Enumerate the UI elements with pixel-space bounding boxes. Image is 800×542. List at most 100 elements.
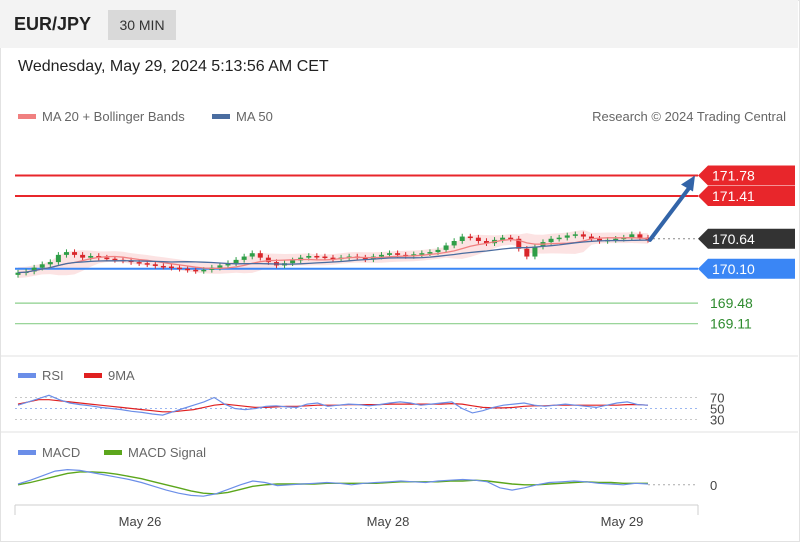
candle-body: [152, 264, 158, 266]
credit-label: Research © 2024 Trading Central: [592, 109, 786, 124]
candle-body: [443, 245, 449, 250]
macd-signal-legend-swatch: [104, 450, 122, 455]
ma20-legend-swatch: [18, 114, 36, 119]
ma50-line: [17, 239, 649, 274]
candle-body: [508, 237, 514, 240]
price-panel: 171.78 171.41 170.64 170.10 169.48 169.11: [15, 165, 795, 332]
candle-body: [193, 269, 199, 272]
rsi-legend-swatch: [18, 373, 36, 378]
candle-body: [500, 237, 506, 240]
candle-body: [483, 241, 489, 244]
candle-body: [241, 256, 247, 260]
candle-body: [467, 236, 473, 239]
rsi-legend-label: RSI: [42, 368, 64, 383]
candle-body: [548, 238, 554, 243]
candle-body: [306, 255, 312, 258]
forecast-arrow-shaft: [648, 183, 693, 242]
candle-body: [257, 253, 263, 258]
candle-body: [427, 252, 433, 254]
time-tick-label: May 26: [119, 514, 162, 529]
candle-body: [88, 255, 94, 258]
time-tick-label: May 29: [601, 514, 644, 529]
candle-body: [47, 262, 53, 265]
timeframe-button[interactable]: 30 MIN: [108, 10, 176, 40]
header-bar: EUR/JPY 30 MIN: [0, 0, 798, 48]
candle-body: [613, 238, 619, 241]
rsi-tick-label: 70: [710, 391, 724, 406]
macd-legend-label: MACD: [42, 445, 80, 460]
candle-body: [387, 253, 393, 255]
candle-body: [597, 238, 603, 241]
candle-body: [144, 263, 150, 265]
candle-body: [459, 236, 465, 241]
candle-body: [265, 257, 271, 263]
candle-body: [104, 257, 110, 260]
ma20-legend-label: MA 20 + Bollinger Bands: [42, 109, 185, 124]
candle-body: [177, 267, 183, 270]
resistance-1-level-tag: [698, 186, 795, 207]
candle-body: [524, 248, 530, 257]
candle-body: [63, 252, 69, 255]
candle-body: [645, 237, 651, 240]
pivot-level-tag: [698, 258, 795, 279]
candle-body: [556, 237, 562, 240]
macd-tick-label: 0: [710, 478, 717, 493]
candle-body: [564, 235, 570, 238]
resistance-2-level-tag: [698, 165, 795, 186]
candle-body: [451, 241, 457, 246]
pair-title: EUR/JPY: [14, 14, 92, 34]
rsi-ma-legend-swatch: [84, 373, 102, 378]
macd-line: [17, 468, 649, 497]
ma20-line: [17, 237, 649, 274]
candle-body: [225, 263, 231, 266]
candle-body: [39, 264, 45, 268]
candle-body: [572, 234, 578, 236]
candle-body: [201, 269, 207, 272]
candle-body: [15, 272, 21, 275]
candle-body: [475, 237, 481, 241]
rsi-tick-label: 30: [710, 413, 724, 428]
candle-body: [580, 234, 586, 237]
candle-body: [233, 259, 239, 264]
candle-body: [395, 253, 401, 255]
candle-body: [136, 262, 142, 264]
ma50-legend-label: MA 50: [236, 109, 273, 124]
candle-body: [330, 257, 336, 260]
bollinger-band: [18, 229, 648, 278]
rsi-tick-label: 50: [710, 402, 724, 417]
forecast-arrow-head: [681, 175, 695, 192]
rsi-line: [17, 394, 649, 416]
candle-body: [168, 266, 174, 269]
candle-body: [588, 236, 594, 239]
candle-body: [362, 257, 368, 260]
candle-body: [419, 253, 425, 255]
candle-body: [629, 234, 635, 238]
candle-body: [532, 246, 538, 257]
pivot-level-label: 170.10: [712, 261, 755, 277]
time-tick-label: May 28: [367, 514, 410, 529]
candle-body: [322, 256, 328, 259]
candle-body: [80, 254, 86, 258]
time-axis: May 26 May 28 May 29: [119, 514, 644, 529]
candle-body: [290, 260, 296, 264]
current-level-label: 170.64: [712, 231, 755, 247]
macd-panel: 0: [17, 468, 717, 497]
macd-signal-legend-label: MACD Signal: [128, 445, 206, 460]
candle-body: [217, 265, 223, 268]
macd-legend-swatch: [18, 450, 36, 455]
candle-body: [112, 258, 118, 261]
candle-body: [55, 254, 61, 263]
candle-body: [435, 249, 441, 253]
candle-body: [314, 255, 320, 258]
candle-body: [516, 238, 522, 249]
ma50-legend-swatch: [212, 114, 230, 119]
current-level-tag: [698, 228, 795, 249]
support-1-level-label: 169.48: [710, 295, 753, 311]
support-2-level-label: 169.11: [710, 316, 752, 332]
candle-body: [637, 234, 643, 238]
candle-body: [31, 267, 37, 272]
resistance-2-level-label: 171.78: [712, 168, 755, 184]
